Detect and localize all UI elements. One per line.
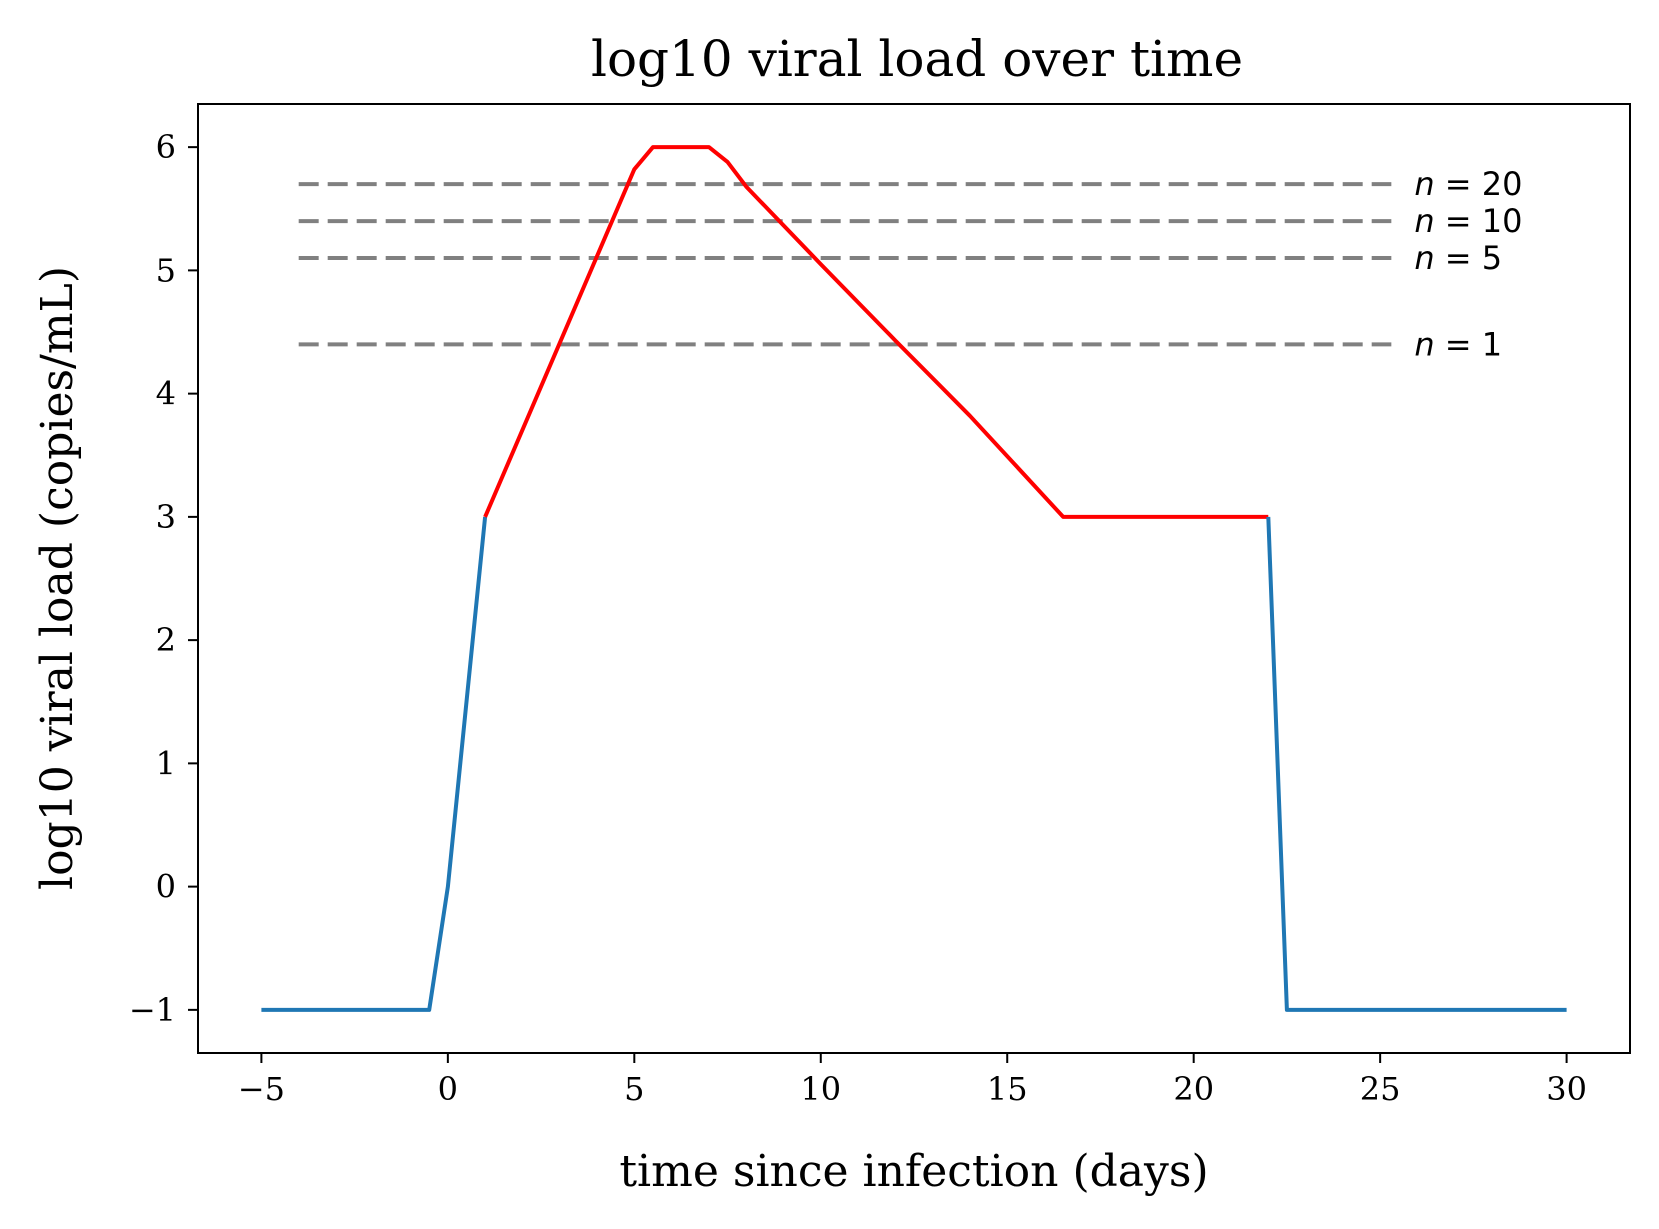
x-tick-label: 10 bbox=[800, 1070, 841, 1108]
x-tick-label: −5 bbox=[238, 1070, 285, 1108]
threshold-label: n = 1 bbox=[1414, 325, 1502, 363]
threshold-label-eq: = bbox=[1435, 165, 1482, 203]
series-line bbox=[483, 145, 1269, 519]
threshold-label-value: 5 bbox=[1482, 239, 1502, 277]
plot-area: n = 20n = 10n = 5n = 1 bbox=[261, 145, 1567, 1012]
series-line bbox=[261, 516, 488, 1012]
y-axis: −1 0 1 2 3 4 5 6 bbox=[129, 128, 198, 1029]
y-tick-label: 3 bbox=[156, 498, 176, 536]
x-tick-label: 5 bbox=[624, 1070, 644, 1108]
y-tick-label: 0 bbox=[156, 868, 176, 906]
threshold-label: n = 5 bbox=[1414, 239, 1502, 277]
x-tick-label: 0 bbox=[438, 1070, 458, 1108]
threshold-label-var: n bbox=[1414, 165, 1434, 203]
x-tick-label: 25 bbox=[1360, 1070, 1401, 1108]
threshold-label-var: n bbox=[1414, 325, 1434, 363]
chart-title: log10 viral load over time bbox=[591, 30, 1243, 88]
threshold-label-value: 1 bbox=[1482, 325, 1502, 363]
threshold-label-var: n bbox=[1414, 239, 1434, 277]
threshold-label: n = 20 bbox=[1414, 165, 1522, 203]
x-axis: −5 0 5 10 15 20 25 30 bbox=[238, 1053, 1587, 1108]
threshold-label-value: 10 bbox=[1482, 202, 1523, 240]
x-tick-label: 20 bbox=[1173, 1070, 1214, 1108]
y-tick-label: 2 bbox=[156, 621, 176, 659]
y-tick-label: −1 bbox=[129, 991, 176, 1029]
threshold-label-value: 20 bbox=[1482, 165, 1523, 203]
series-line bbox=[1266, 516, 1567, 1012]
y-tick-label: 5 bbox=[156, 251, 176, 289]
x-tick-label: 30 bbox=[1546, 1070, 1587, 1108]
y-axis-label: log10 viral load (copies/mL) bbox=[32, 266, 83, 890]
threshold-label-eq: = bbox=[1435, 325, 1482, 363]
y-tick-label: 6 bbox=[156, 128, 176, 166]
axes-frame bbox=[197, 103, 1631, 1054]
x-tick-label: 15 bbox=[987, 1070, 1028, 1108]
y-tick-label: 1 bbox=[156, 744, 176, 782]
threshold-label: n = 10 bbox=[1414, 202, 1522, 240]
threshold-label-var: n bbox=[1414, 202, 1434, 240]
threshold-label-eq: = bbox=[1435, 202, 1482, 240]
x-axis-label: time since infection (days) bbox=[619, 1146, 1208, 1197]
threshold-label-eq: = bbox=[1435, 239, 1482, 277]
y-tick-label: 4 bbox=[156, 375, 176, 413]
